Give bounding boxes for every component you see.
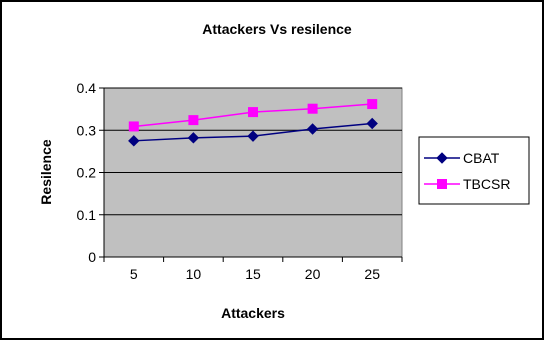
x-tick-label: 10 (186, 266, 202, 282)
data-point-cbat (128, 135, 140, 147)
gridlines (104, 87, 402, 216)
y-tick-label: 0.4 (77, 80, 97, 96)
y-tick-label: 0.3 (77, 122, 97, 138)
data-point-tbcsr (367, 99, 378, 110)
legend-marker (436, 152, 448, 164)
legend-marker (437, 179, 447, 189)
x-tick-label: 25 (364, 266, 380, 282)
data-point-tbcsr (128, 121, 139, 132)
data-point-cbat (187, 132, 200, 144)
y-axis-label: Resilence (38, 139, 54, 205)
legend-box (418, 136, 530, 205)
legend-items: CBAT TBCSR (424, 150, 510, 192)
x-axis-label: Attackers (221, 305, 285, 321)
data-point-cbat (366, 117, 378, 130)
legend-item-tbcsr: TBCSR (424, 176, 510, 192)
chart-title: Attackers Vs resilence (202, 21, 352, 37)
legend-item-cbat: CBAT (424, 150, 500, 166)
data-point-tbcsr (188, 115, 199, 126)
series-layer (128, 99, 378, 147)
data-point-cbat (306, 123, 319, 135)
x-tick-labels: 5 10 15 20 25 (130, 266, 380, 282)
legend: CBAT TBCSR (418, 136, 530, 205)
series-cbat (128, 117, 378, 147)
data-point-tbcsr (307, 103, 318, 114)
axes (99, 87, 403, 262)
y-tick-label: 0 (88, 249, 96, 265)
series-tbcsr (128, 99, 378, 132)
legend-label: CBAT (463, 150, 500, 166)
x-tick-label: 20 (305, 266, 321, 282)
x-tick-label: 15 (245, 266, 261, 282)
y-tick-label: 0.1 (77, 207, 97, 223)
x-tick-label: 5 (130, 266, 138, 282)
y-tick-label: 0.2 (77, 165, 97, 181)
y-tick-labels: 0 0.1 0.2 0.3 0.4 (77, 80, 97, 265)
data-point-tbcsr (248, 107, 258, 118)
data-point-cbat (247, 130, 259, 142)
legend-label: TBCSR (463, 176, 510, 192)
